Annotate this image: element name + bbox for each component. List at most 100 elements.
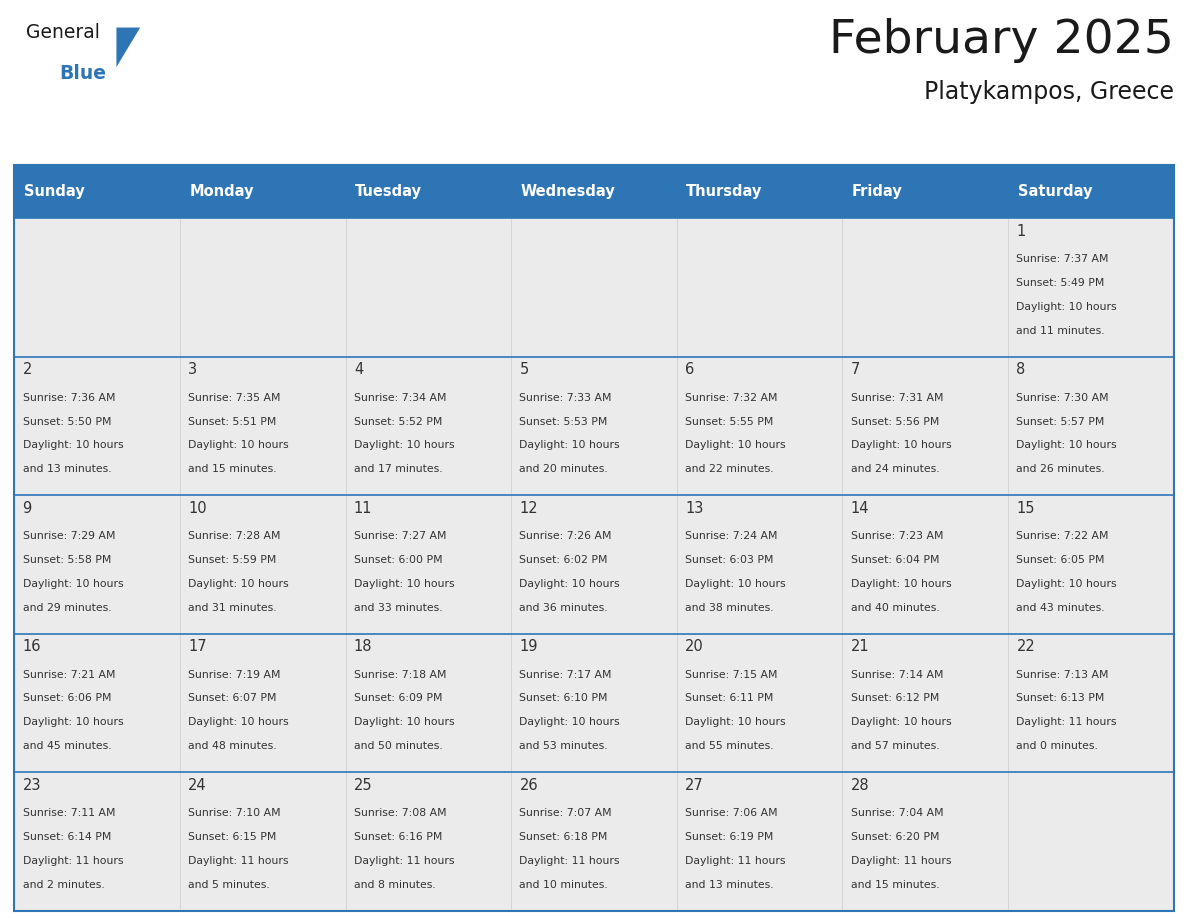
Text: and 13 minutes.: and 13 minutes. [23, 465, 112, 475]
Text: Sunrise: 7:28 AM: Sunrise: 7:28 AM [188, 532, 280, 541]
Text: Sunset: 6:09 PM: Sunset: 6:09 PM [354, 693, 442, 703]
Text: Daylight: 11 hours: Daylight: 11 hours [1017, 717, 1117, 727]
Text: 2: 2 [23, 363, 32, 377]
Bar [511, 772, 677, 911]
Text: and 2 minutes.: and 2 minutes. [23, 879, 105, 890]
Text: Sunset: 5:55 PM: Sunset: 5:55 PM [685, 417, 773, 427]
Text: Sunrise: 7:07 AM: Sunrise: 7:07 AM [519, 808, 612, 818]
Bar [842, 496, 1009, 633]
Text: Sunset: 6:18 PM: Sunset: 6:18 PM [519, 832, 608, 842]
Text: and 43 minutes.: and 43 minutes. [1017, 603, 1105, 612]
Text: 21: 21 [851, 639, 870, 655]
Text: and 53 minutes.: and 53 minutes. [519, 741, 608, 751]
Bar [842, 357, 1009, 496]
Bar [14, 357, 179, 496]
Text: Sunset: 5:58 PM: Sunset: 5:58 PM [23, 555, 110, 565]
Text: Daylight: 10 hours: Daylight: 10 hours [685, 579, 785, 588]
Text: Daylight: 10 hours: Daylight: 10 hours [851, 579, 952, 588]
Text: and 36 minutes.: and 36 minutes. [519, 603, 608, 612]
Text: Daylight: 11 hours: Daylight: 11 hours [188, 856, 289, 866]
Text: 3: 3 [188, 363, 197, 377]
Text: Sunrise: 7:10 AM: Sunrise: 7:10 AM [188, 808, 280, 818]
Text: Daylight: 11 hours: Daylight: 11 hours [685, 856, 785, 866]
Text: and 29 minutes.: and 29 minutes. [23, 603, 112, 612]
Text: 9: 9 [23, 501, 32, 516]
Text: Daylight: 11 hours: Daylight: 11 hours [519, 856, 620, 866]
Text: Sunrise: 7:27 AM: Sunrise: 7:27 AM [354, 532, 447, 541]
Bar [511, 496, 677, 633]
Bar [1009, 772, 1174, 911]
Bar [511, 633, 677, 772]
Text: 12: 12 [519, 501, 538, 516]
Text: 18: 18 [354, 639, 372, 655]
Text: and 15 minutes.: and 15 minutes. [188, 465, 277, 475]
Text: and 57 minutes.: and 57 minutes. [851, 741, 940, 751]
Bar [14, 165, 1174, 911]
Bar [346, 633, 511, 772]
Text: Sunset: 5:53 PM: Sunset: 5:53 PM [519, 417, 608, 427]
Bar [179, 772, 346, 911]
Text: and 40 minutes.: and 40 minutes. [851, 603, 940, 612]
Text: 16: 16 [23, 639, 42, 655]
Text: Sunset: 6:05 PM: Sunset: 6:05 PM [1017, 555, 1105, 565]
Text: 19: 19 [519, 639, 538, 655]
Text: 1: 1 [1017, 224, 1025, 239]
Text: Daylight: 10 hours: Daylight: 10 hours [1017, 441, 1117, 451]
Text: Sunset: 6:19 PM: Sunset: 6:19 PM [685, 832, 773, 842]
Text: Sunrise: 7:36 AM: Sunrise: 7:36 AM [23, 393, 115, 403]
Text: Sunset: 5:51 PM: Sunset: 5:51 PM [188, 417, 277, 427]
Text: Daylight: 10 hours: Daylight: 10 hours [23, 441, 124, 451]
Bar [511, 218, 677, 357]
Text: Daylight: 10 hours: Daylight: 10 hours [519, 441, 620, 451]
Text: General: General [26, 23, 100, 42]
Bar [677, 218, 842, 357]
Bar [14, 165, 1174, 218]
Text: Daylight: 10 hours: Daylight: 10 hours [1017, 579, 1117, 588]
Bar [1009, 218, 1174, 357]
Text: 20: 20 [685, 639, 703, 655]
Text: Sunset: 6:11 PM: Sunset: 6:11 PM [685, 693, 773, 703]
Text: Tuesday: Tuesday [355, 185, 422, 199]
Bar [1009, 496, 1174, 633]
Text: Sunset: 6:04 PM: Sunset: 6:04 PM [851, 555, 940, 565]
Bar [677, 633, 842, 772]
Bar [179, 357, 346, 496]
Bar [677, 496, 842, 633]
Bar [346, 218, 511, 357]
Text: Friday: Friday [852, 185, 903, 199]
Text: Sunset: 6:02 PM: Sunset: 6:02 PM [519, 555, 608, 565]
Bar [179, 633, 346, 772]
Text: Sunrise: 7:15 AM: Sunrise: 7:15 AM [685, 669, 778, 679]
Text: 5: 5 [519, 363, 529, 377]
Text: and 31 minutes.: and 31 minutes. [188, 603, 277, 612]
Text: Sunrise: 7:24 AM: Sunrise: 7:24 AM [685, 532, 778, 541]
Text: and 50 minutes.: and 50 minutes. [354, 741, 443, 751]
Text: and 8 minutes.: and 8 minutes. [354, 879, 436, 890]
Text: Sunrise: 7:32 AM: Sunrise: 7:32 AM [685, 393, 778, 403]
Text: Daylight: 10 hours: Daylight: 10 hours [685, 717, 785, 727]
Text: and 38 minutes.: and 38 minutes. [685, 603, 773, 612]
Text: Sunrise: 7:18 AM: Sunrise: 7:18 AM [354, 669, 447, 679]
Text: Thursday: Thursday [687, 185, 763, 199]
Text: Sunrise: 7:29 AM: Sunrise: 7:29 AM [23, 532, 115, 541]
Text: Daylight: 10 hours: Daylight: 10 hours [188, 579, 289, 588]
Text: Blue: Blue [59, 64, 107, 84]
Bar [1009, 633, 1174, 772]
Text: Sunset: 6:12 PM: Sunset: 6:12 PM [851, 693, 940, 703]
Text: 14: 14 [851, 501, 870, 516]
Text: 6: 6 [685, 363, 695, 377]
Text: Sunset: 6:06 PM: Sunset: 6:06 PM [23, 693, 110, 703]
Text: Daylight: 10 hours: Daylight: 10 hours [23, 717, 124, 727]
Text: Sunrise: 7:34 AM: Sunrise: 7:34 AM [354, 393, 447, 403]
Text: 25: 25 [354, 778, 373, 793]
Text: 8: 8 [1017, 363, 1025, 377]
Text: Daylight: 10 hours: Daylight: 10 hours [354, 579, 455, 588]
Text: Sunset: 5:56 PM: Sunset: 5:56 PM [851, 417, 940, 427]
Text: Daylight: 10 hours: Daylight: 10 hours [354, 717, 455, 727]
Text: Sunrise: 7:26 AM: Sunrise: 7:26 AM [519, 532, 612, 541]
Text: Saturday: Saturday [1018, 185, 1092, 199]
Text: Sunset: 5:52 PM: Sunset: 5:52 PM [354, 417, 442, 427]
Text: and 45 minutes.: and 45 minutes. [23, 741, 112, 751]
Text: and 24 minutes.: and 24 minutes. [851, 465, 940, 475]
Text: Sunrise: 7:21 AM: Sunrise: 7:21 AM [23, 669, 115, 679]
